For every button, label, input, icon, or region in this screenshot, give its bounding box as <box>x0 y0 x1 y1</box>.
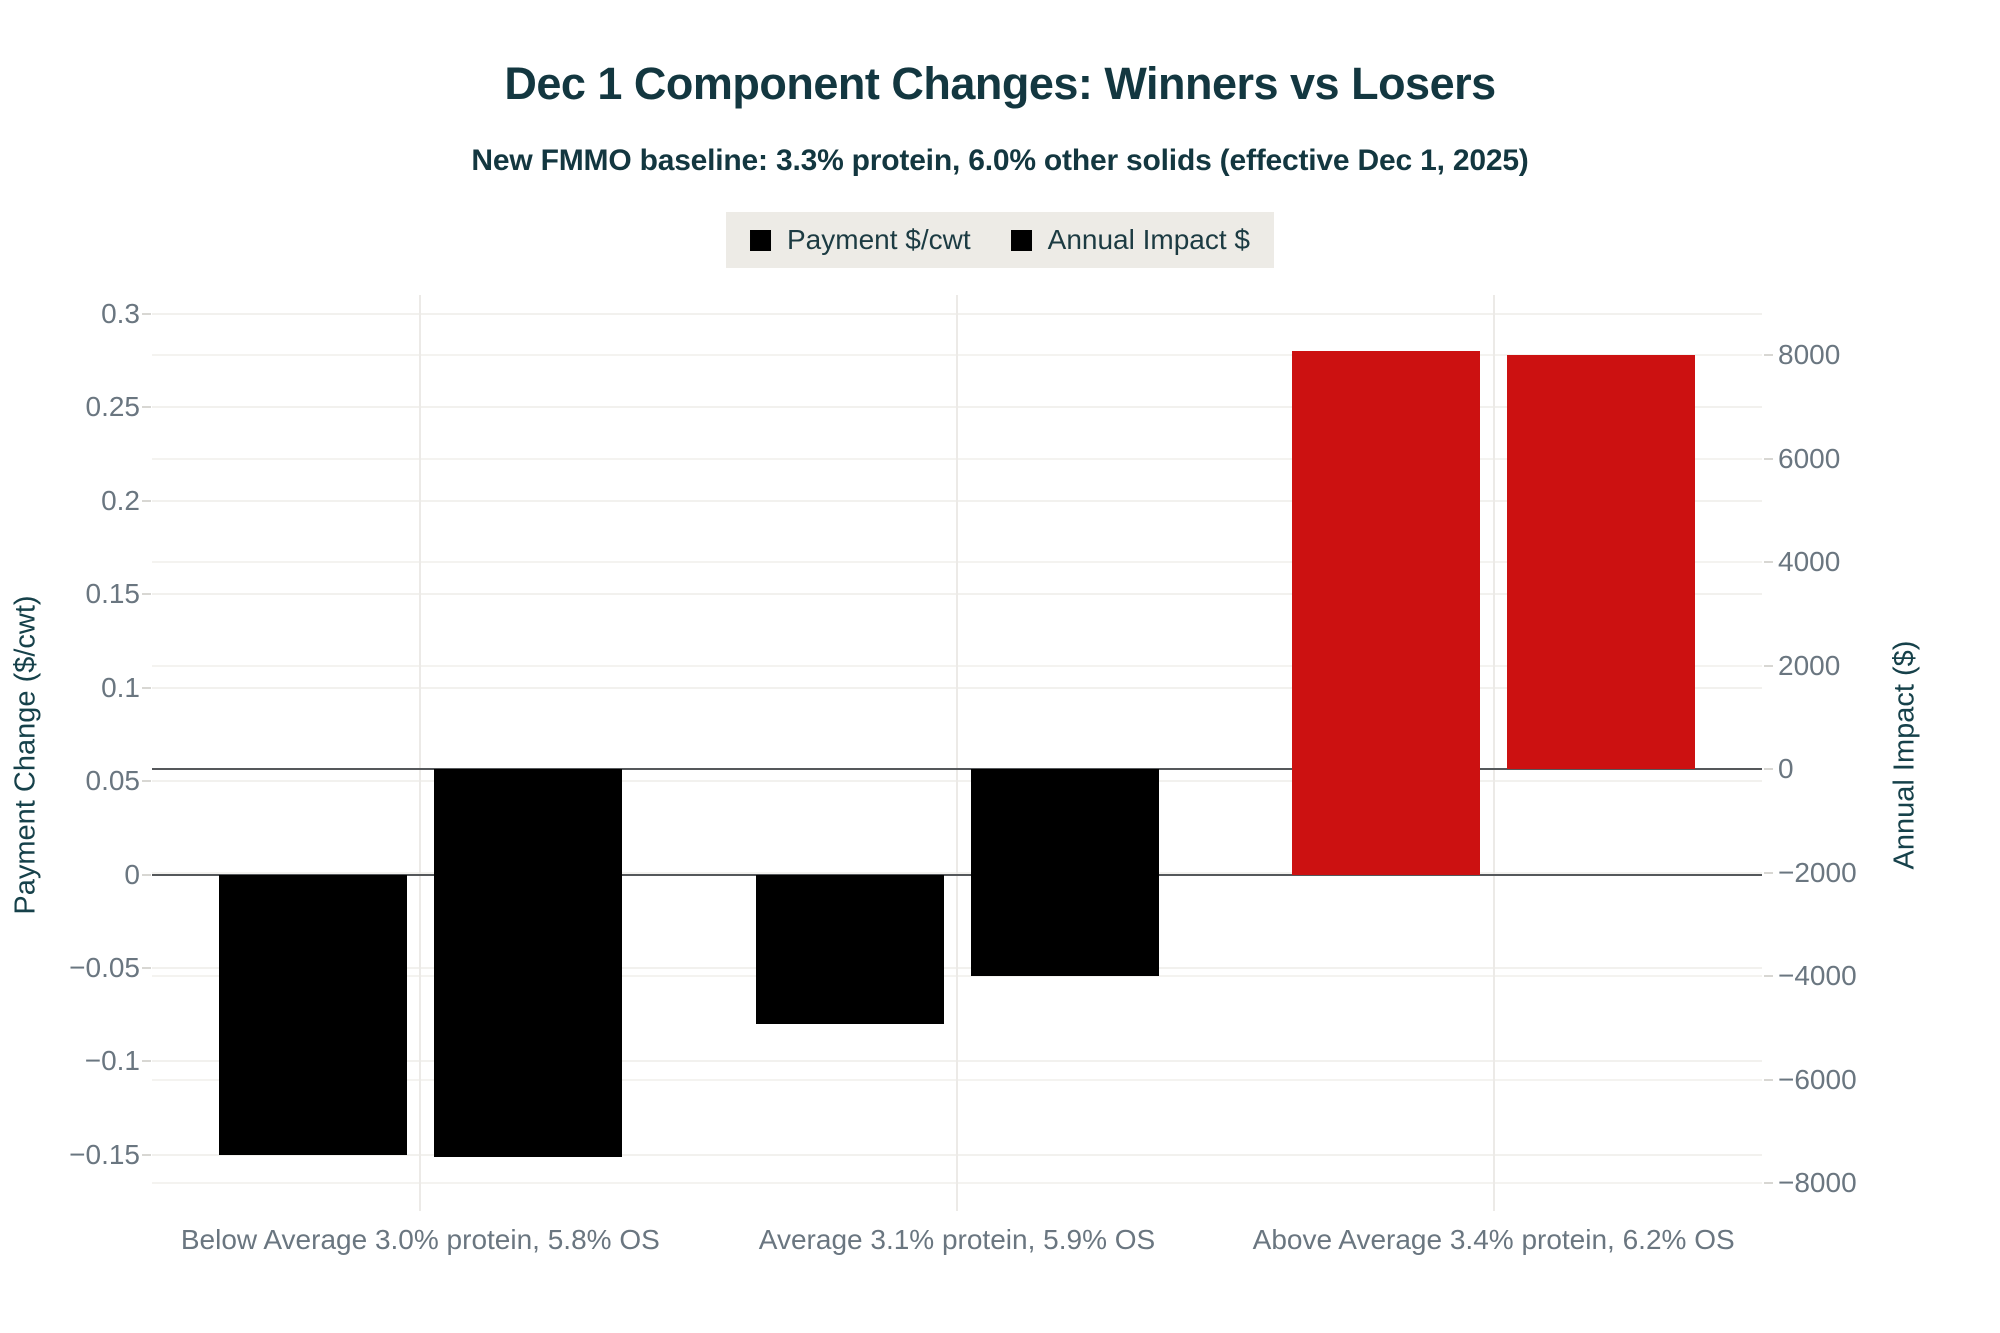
left-axis-zero-line <box>152 873 1762 876</box>
legend-item[interactable]: Annual Impact $ <box>1010 224 1250 256</box>
y-tick-mark-right <box>1764 664 1773 667</box>
y-tick-label-left: 0.3 <box>101 297 140 329</box>
y-tick-mark-right <box>1764 561 1773 564</box>
y-tick-label-left: −0.1 <box>84 1045 140 1077</box>
category-gridline <box>956 295 958 1211</box>
y-tick-label-left: 0.1 <box>101 671 140 703</box>
y-tick-label-right: −2000 <box>1778 856 1857 888</box>
x-axis-category-label: Below Average 3.0% protein, 5.8% OS <box>180 1224 660 1255</box>
y-tick-label-right: 8000 <box>1778 339 1841 371</box>
y-tick-label-right: 4000 <box>1778 546 1841 578</box>
y-tick-label-left: 0.05 <box>85 765 141 797</box>
y-tick-mark-left <box>142 312 151 315</box>
bar-payment[interactable] <box>218 874 407 1155</box>
plot-area <box>152 295 1762 1211</box>
y-tick-mark-right <box>1764 871 1773 874</box>
bar-payment[interactable] <box>1292 351 1481 875</box>
y-tick-mark-left <box>142 686 151 689</box>
y-tick-mark-right <box>1764 354 1773 357</box>
y-tick-mark-right <box>1764 457 1773 460</box>
y-tick-mark-left <box>142 780 151 783</box>
y-tick-mark-left <box>142 1153 151 1156</box>
category-gridline <box>419 295 422 1211</box>
y-tick-label-right: −4000 <box>1778 960 1857 992</box>
y-tick-label-left: −0.15 <box>69 1138 140 1170</box>
y-tick-mark-left <box>142 1060 151 1063</box>
category-gridline <box>1492 295 1495 1211</box>
y-tick-label-right: 6000 <box>1778 442 1841 474</box>
right-axis-zero-line <box>152 768 1762 771</box>
x-axis-category-label: Average 3.1% protein, 5.9% OS <box>758 1224 1156 1255</box>
bar-annual-impact[interactable] <box>433 769 622 1158</box>
y-tick-mark-left <box>142 406 151 409</box>
bar-annual-impact[interactable] <box>1507 355 1696 770</box>
y-tick-label-right: 0 <box>1778 753 1794 785</box>
legend: Payment $/cwt Annual Impact $ <box>726 212 1274 268</box>
x-axis-category-label: Above Average 3.4% protein, 6.2% OS <box>1252 1224 1735 1255</box>
legend-label: Annual Impact $ <box>1047 224 1250 255</box>
chart-subtitle: New FMMO baseline: 3.3% protein, 6.0% ot… <box>471 144 1529 177</box>
y-tick-mark-right <box>1764 1182 1773 1185</box>
y-tick-mark-left <box>142 873 151 876</box>
bar-payment[interactable] <box>755 874 944 1025</box>
y-tick-label-right: 2000 <box>1778 649 1841 681</box>
legend-swatch <box>1010 229 1032 251</box>
y-tick-mark-left <box>142 499 151 502</box>
legend-swatch <box>750 229 772 251</box>
y-tick-label-left: −0.05 <box>69 951 140 983</box>
y-tick-label-left: 0.25 <box>85 391 141 423</box>
y-tick-label-left: 0.15 <box>85 578 141 610</box>
bar-annual-impact[interactable] <box>970 769 1159 977</box>
y-tick-mark-right <box>1764 768 1773 771</box>
y-tick-mark-left <box>142 966 151 969</box>
chart-title: Dec 1 Component Changes: Winners vs Lose… <box>504 58 1496 109</box>
y-tick-label-left: 0.2 <box>101 484 140 516</box>
right-axis-title: Annual Impact ($) <box>1888 640 1921 870</box>
y-tick-mark-right <box>1764 1078 1773 1081</box>
y-tick-label-left: 0 <box>124 858 140 890</box>
legend-item[interactable]: Payment $/cwt <box>750 224 971 256</box>
legend-label: Payment $/cwt <box>787 224 971 255</box>
y-tick-label-right: −6000 <box>1778 1063 1857 1095</box>
y-tick-mark-left <box>142 593 151 596</box>
y-tick-mark-right <box>1764 975 1773 978</box>
y-tick-label-right: −8000 <box>1778 1167 1857 1199</box>
